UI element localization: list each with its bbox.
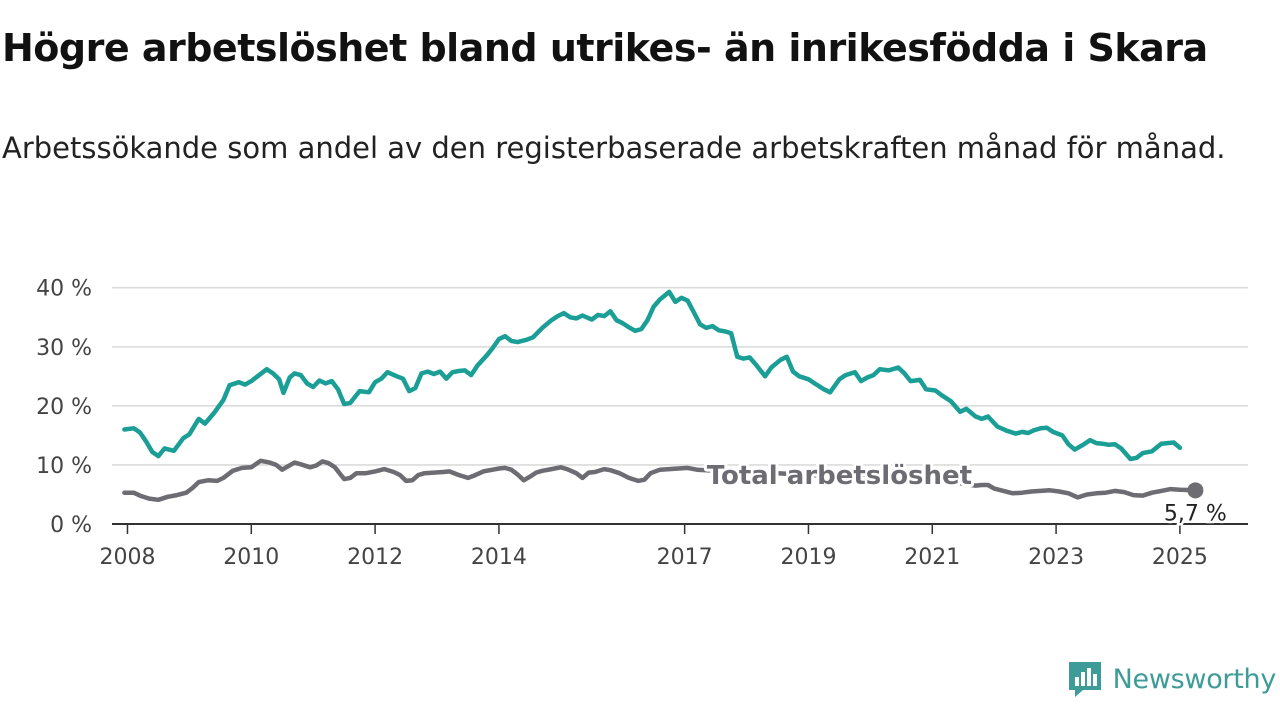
x-tick-label: 2012 [347, 545, 403, 570]
x-tick-label: 2019 [780, 545, 836, 570]
x-axis: 2008 2010 2012 2014 2017 2019 2021 2023 2025 [99, 523, 1248, 570]
y-tick-label: 0 % [50, 513, 92, 538]
newsworthy-brand[interactable]: Newsworthy [1067, 660, 1276, 698]
y-axis-labels: 0 % 10 % 20 % 30 % 40 % [36, 277, 92, 538]
x-tick-label: 2008 [99, 545, 155, 570]
brand-name: Newsworthy [1112, 663, 1277, 695]
end-value-label: 5,7 % [1164, 501, 1227, 526]
x-tick-label: 2014 [471, 545, 527, 570]
chart-title: Högre arbetslöshet bland utrikes- än inr… [2, 26, 1208, 70]
y-tick-label: 10 % [36, 454, 92, 479]
x-tick-label: 2021 [904, 545, 960, 570]
end-point-marker [1187, 482, 1204, 499]
x-tick-label: 2010 [223, 545, 279, 570]
series-label-total: Total arbetslöshet [707, 461, 972, 491]
series-line-utlandsfodda [122, 289, 1183, 462]
x-tick-label: 2025 [1152, 545, 1208, 570]
newsworthy-logo-icon [1068, 662, 1101, 697]
grid-lines [112, 286, 1248, 466]
y-tick-label: 40 % [36, 277, 92, 302]
y-tick-label: 30 % [36, 336, 92, 361]
series-line-total [122, 458, 1198, 503]
series-lines [122, 289, 1198, 503]
x-tick-label: 2023 [1028, 545, 1084, 570]
x-tick-label: 2017 [657, 545, 713, 570]
chart-subtitle: Arbetssökande som andel av den registerb… [2, 131, 1226, 165]
y-tick-label: 20 % [36, 395, 92, 420]
